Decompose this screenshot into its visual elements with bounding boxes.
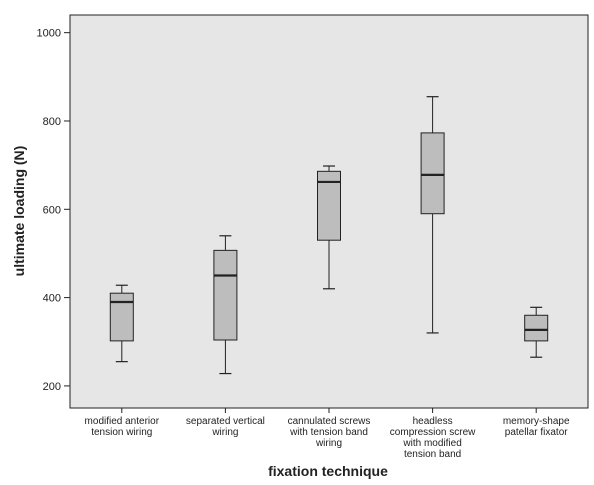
box-iqr	[420, 132, 445, 215]
x-tick-label-line: with modified	[402, 438, 461, 449]
x-tick-label-line: compression screw	[390, 427, 476, 438]
y-tick-label: 1000	[37, 28, 61, 40]
box-iqr	[109, 292, 134, 342]
x-tick-label: headless compression screw with modified te…	[390, 416, 476, 460]
y-axis-title: ultimate loading (N)	[11, 146, 27, 277]
box-group	[213, 235, 238, 375]
box-iqr	[213, 249, 238, 341]
box-group	[524, 306, 549, 358]
y-tick-label: 600	[43, 204, 61, 216]
box-group	[109, 284, 134, 363]
x-tick-label-line: wiring	[211, 427, 238, 438]
x-axis: modified anterior tension wiring separated…	[85, 408, 570, 460]
box-series	[109, 96, 549, 375]
x-axis-title: fixation technique	[268, 463, 388, 479]
x-tick-label-line: headless	[413, 416, 453, 427]
y-tick-label: 200	[43, 381, 61, 393]
x-tick-label: memory-shape patellar fixator	[503, 416, 570, 438]
x-tick-label-line: wiring	[315, 438, 342, 449]
y-axis: 200 400 600 800 1000	[37, 28, 70, 393]
x-tick-label-line: memory-shape	[503, 416, 570, 427]
box-group	[317, 165, 341, 290]
y-tick-label: 800	[43, 116, 61, 128]
x-tick-label-line: tension band	[404, 449, 461, 460]
x-tick-label: separated vertical wiring	[186, 416, 265, 438]
box-iqr	[524, 314, 549, 342]
x-tick-label: cannulated screws with tension band wiring	[288, 416, 371, 449]
x-tick-label-line: patellar fixator	[505, 427, 568, 438]
box-group	[420, 96, 445, 334]
x-tick-label-line: tension wiring	[91, 427, 152, 438]
x-tick-label-line: separated vertical	[186, 416, 265, 427]
box-iqr	[317, 170, 341, 241]
x-tick-label-line: cannulated screws	[288, 416, 371, 427]
x-tick-label-line: modified anterior	[85, 416, 160, 427]
x-tick-label: modified anterior tension wiring	[85, 416, 160, 438]
y-tick-label: 400	[43, 293, 61, 305]
x-tick-label-line: with tension band	[289, 427, 368, 438]
